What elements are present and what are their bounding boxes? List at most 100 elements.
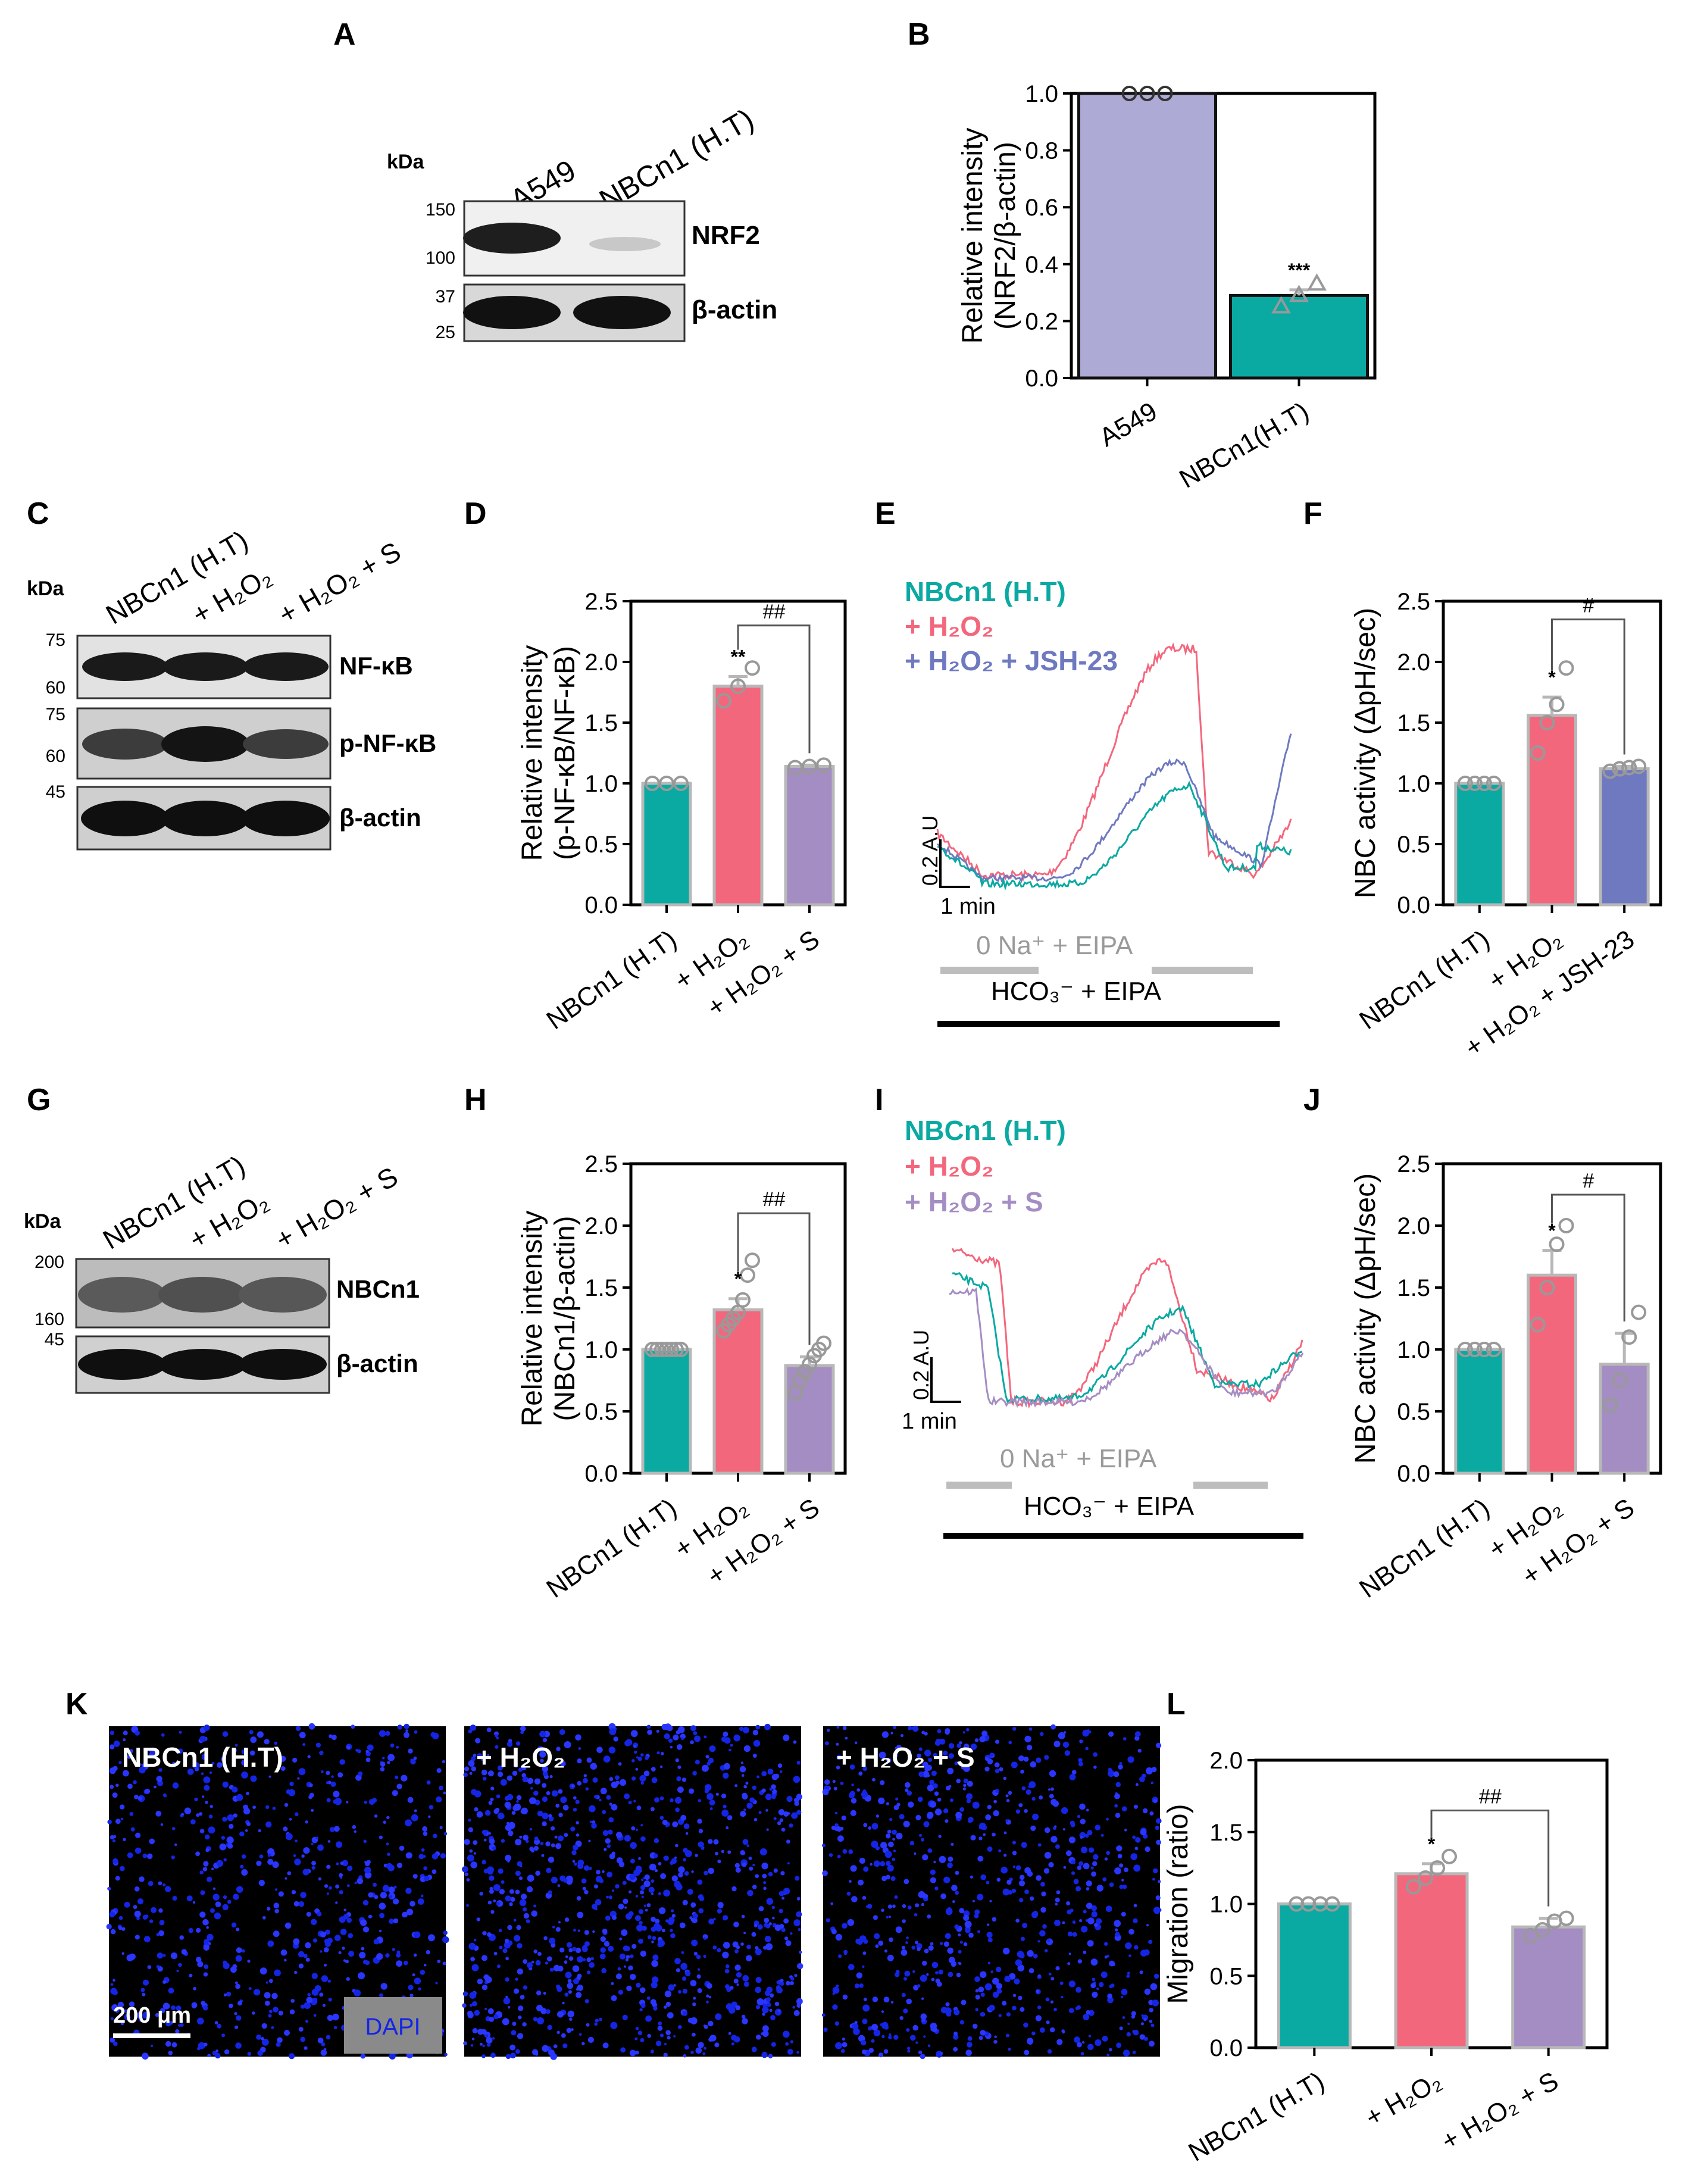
nucleus <box>509 2044 516 2051</box>
blot-c-band-actin: β-actin <box>339 804 421 832</box>
nucleus <box>1050 1787 1054 1791</box>
nucleus <box>439 1785 443 1791</box>
nucleus <box>615 1973 622 1980</box>
chart-d-ytick-label: 0.0 <box>584 892 618 918</box>
nucleus <box>581 1878 587 1884</box>
chart-h-ylabel-2: (NBCn1/β-actin) <box>549 1216 581 1421</box>
nucleus <box>252 1805 256 1810</box>
chart-j-point <box>1621 1329 1637 1345</box>
nucleus <box>257 1731 264 1738</box>
blot-c-band-nfkb: NF-κB <box>339 652 413 680</box>
chart-l-point <box>1442 1848 1457 1864</box>
nucleus <box>239 1831 245 1837</box>
nucleus <box>1046 1938 1053 1945</box>
nucleus <box>899 1814 905 1820</box>
nucleus <box>480 1757 484 1761</box>
nucleus <box>1086 1808 1089 1812</box>
panel-letter-b: B <box>908 17 930 52</box>
nucleus <box>235 2025 239 2029</box>
chart-j-point <box>1602 1397 1618 1413</box>
nucleus <box>641 1895 644 1898</box>
nucleus <box>1012 2005 1017 2011</box>
chart-j-point <box>1467 1342 1483 1357</box>
nucleus <box>927 1811 934 1819</box>
nucleus <box>734 1949 739 1954</box>
nucleus <box>223 1858 227 1862</box>
nucleus <box>871 1841 878 1848</box>
nucleus <box>489 1889 494 1894</box>
blot-c-marker-75a: 75 <box>46 630 65 650</box>
nucleus <box>222 1731 229 1737</box>
nucleus <box>147 1965 152 1969</box>
nucleus <box>573 1844 579 1851</box>
micrograph-2-nuclei <box>462 1723 803 2060</box>
nucleus <box>572 1965 580 1972</box>
nucleus <box>1075 1986 1081 1993</box>
nucleus <box>655 2041 662 2046</box>
nucleus <box>622 1880 627 1885</box>
nucleus <box>674 1958 681 1964</box>
nucleus <box>689 1788 695 1794</box>
nucleus <box>661 1723 668 1730</box>
nucleus <box>764 1923 768 1927</box>
blot-c-nfkb-band-2 <box>162 652 248 681</box>
nucleus <box>684 2045 689 2050</box>
nucleus <box>887 1904 893 1909</box>
nucleus <box>551 1826 555 1831</box>
nucleus <box>862 1754 867 1758</box>
nucleus <box>655 1919 660 1924</box>
nucleus <box>918 1771 924 1777</box>
nucleus <box>639 1920 643 1925</box>
nucleus <box>1130 1853 1137 1860</box>
nucleus <box>742 2018 748 2024</box>
nucleus <box>158 1768 162 1772</box>
nucleus <box>606 1895 609 1899</box>
nucleus <box>1054 1920 1061 1926</box>
nucleus <box>731 2001 737 2008</box>
nucleus <box>717 1902 724 1908</box>
nucleus <box>186 1895 193 1902</box>
nucleus <box>756 1998 764 2005</box>
nucleus <box>179 1730 182 1734</box>
panel-letter-l: L <box>1167 1687 1186 1721</box>
nucleus <box>515 1889 520 1895</box>
nucleus <box>774 1773 780 1779</box>
nucleus <box>837 1835 844 1842</box>
nucleus <box>523 1913 530 1919</box>
nucleus <box>599 1879 604 1883</box>
nucleus <box>235 2042 242 2049</box>
nucleus <box>761 2051 768 2058</box>
chart-d-point <box>745 660 760 676</box>
nucleus <box>630 1954 634 1958</box>
nucleus <box>112 1858 118 1864</box>
nucleus <box>923 1821 930 1827</box>
nucleus <box>1056 2039 1063 2045</box>
chart-j-bar <box>1599 1363 1650 1475</box>
nucleus <box>220 1757 226 1762</box>
nucleus <box>624 1906 627 1909</box>
nucleus <box>299 1732 306 1739</box>
nucleus <box>1080 1739 1084 1743</box>
nucleus <box>586 2023 590 2027</box>
nucleus <box>774 1924 781 1931</box>
nucleus <box>781 1927 786 1932</box>
nucleus <box>752 1729 759 1736</box>
panel-letter-h: H <box>464 1083 487 1117</box>
nucleus <box>1070 1820 1075 1826</box>
nucleus <box>963 1914 970 1921</box>
nucleus <box>497 1964 501 1969</box>
nucleus <box>405 1852 412 1859</box>
ph-trace-i: NBCn1 (H.T) + H₂O₂ + H₂O₂ + S 0.2 A.U 1 … <box>902 1115 1304 1539</box>
nucleus <box>396 1783 402 1789</box>
nucleus <box>539 1751 546 1758</box>
nucleus <box>566 1878 573 1885</box>
nucleus <box>594 2022 598 2026</box>
nucleus <box>912 1970 915 1973</box>
nucleus <box>664 2042 667 2046</box>
nucleus <box>883 2049 889 2054</box>
nucleus <box>933 1753 938 1758</box>
nucleus <box>793 1776 801 1783</box>
nucleus <box>112 1792 118 1798</box>
nucleus <box>139 2017 143 2022</box>
nucleus <box>473 1852 477 1855</box>
